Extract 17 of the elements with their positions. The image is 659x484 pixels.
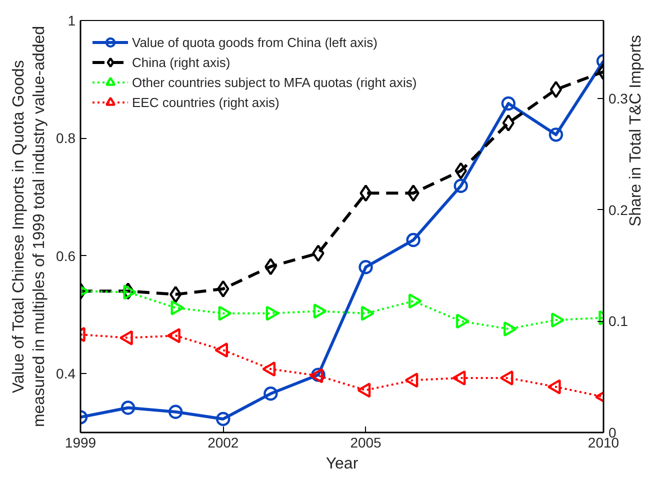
legend-label: Value of quota goods from China (left axis) (132, 34, 378, 52)
y2-tick-label: 0.3 (608, 90, 628, 106)
x-tick-label: 2002 (208, 434, 239, 450)
x-tick-label: 2005 (350, 434, 382, 450)
legend-label: China (right axis) (132, 54, 230, 72)
x-axis-title: Year (326, 456, 359, 472)
y-tick-label: 0.8 (56, 130, 76, 146)
y-tick-label: 0.4 (56, 366, 76, 382)
legend-label: Other countries subject to MFA quotas (right axis) (132, 74, 417, 92)
y-axis-title: Value of Total Chinese Imports in Quota Goods measured in multiples of 1999 total industry value-added (10, 26, 48, 428)
y2-tick-label: 0.1 (608, 313, 628, 330)
y-tick-label: 1 (68, 12, 76, 28)
legend-label: EEC countries (right axis) (132, 94, 280, 112)
y-tick-label: 0.6 (56, 248, 76, 264)
y2-axis-title: Share in Total T&C Imports (627, 35, 644, 226)
x-tick-label: 1999 (64, 434, 96, 450)
y2-tick-label: 0.2 (608, 202, 628, 218)
